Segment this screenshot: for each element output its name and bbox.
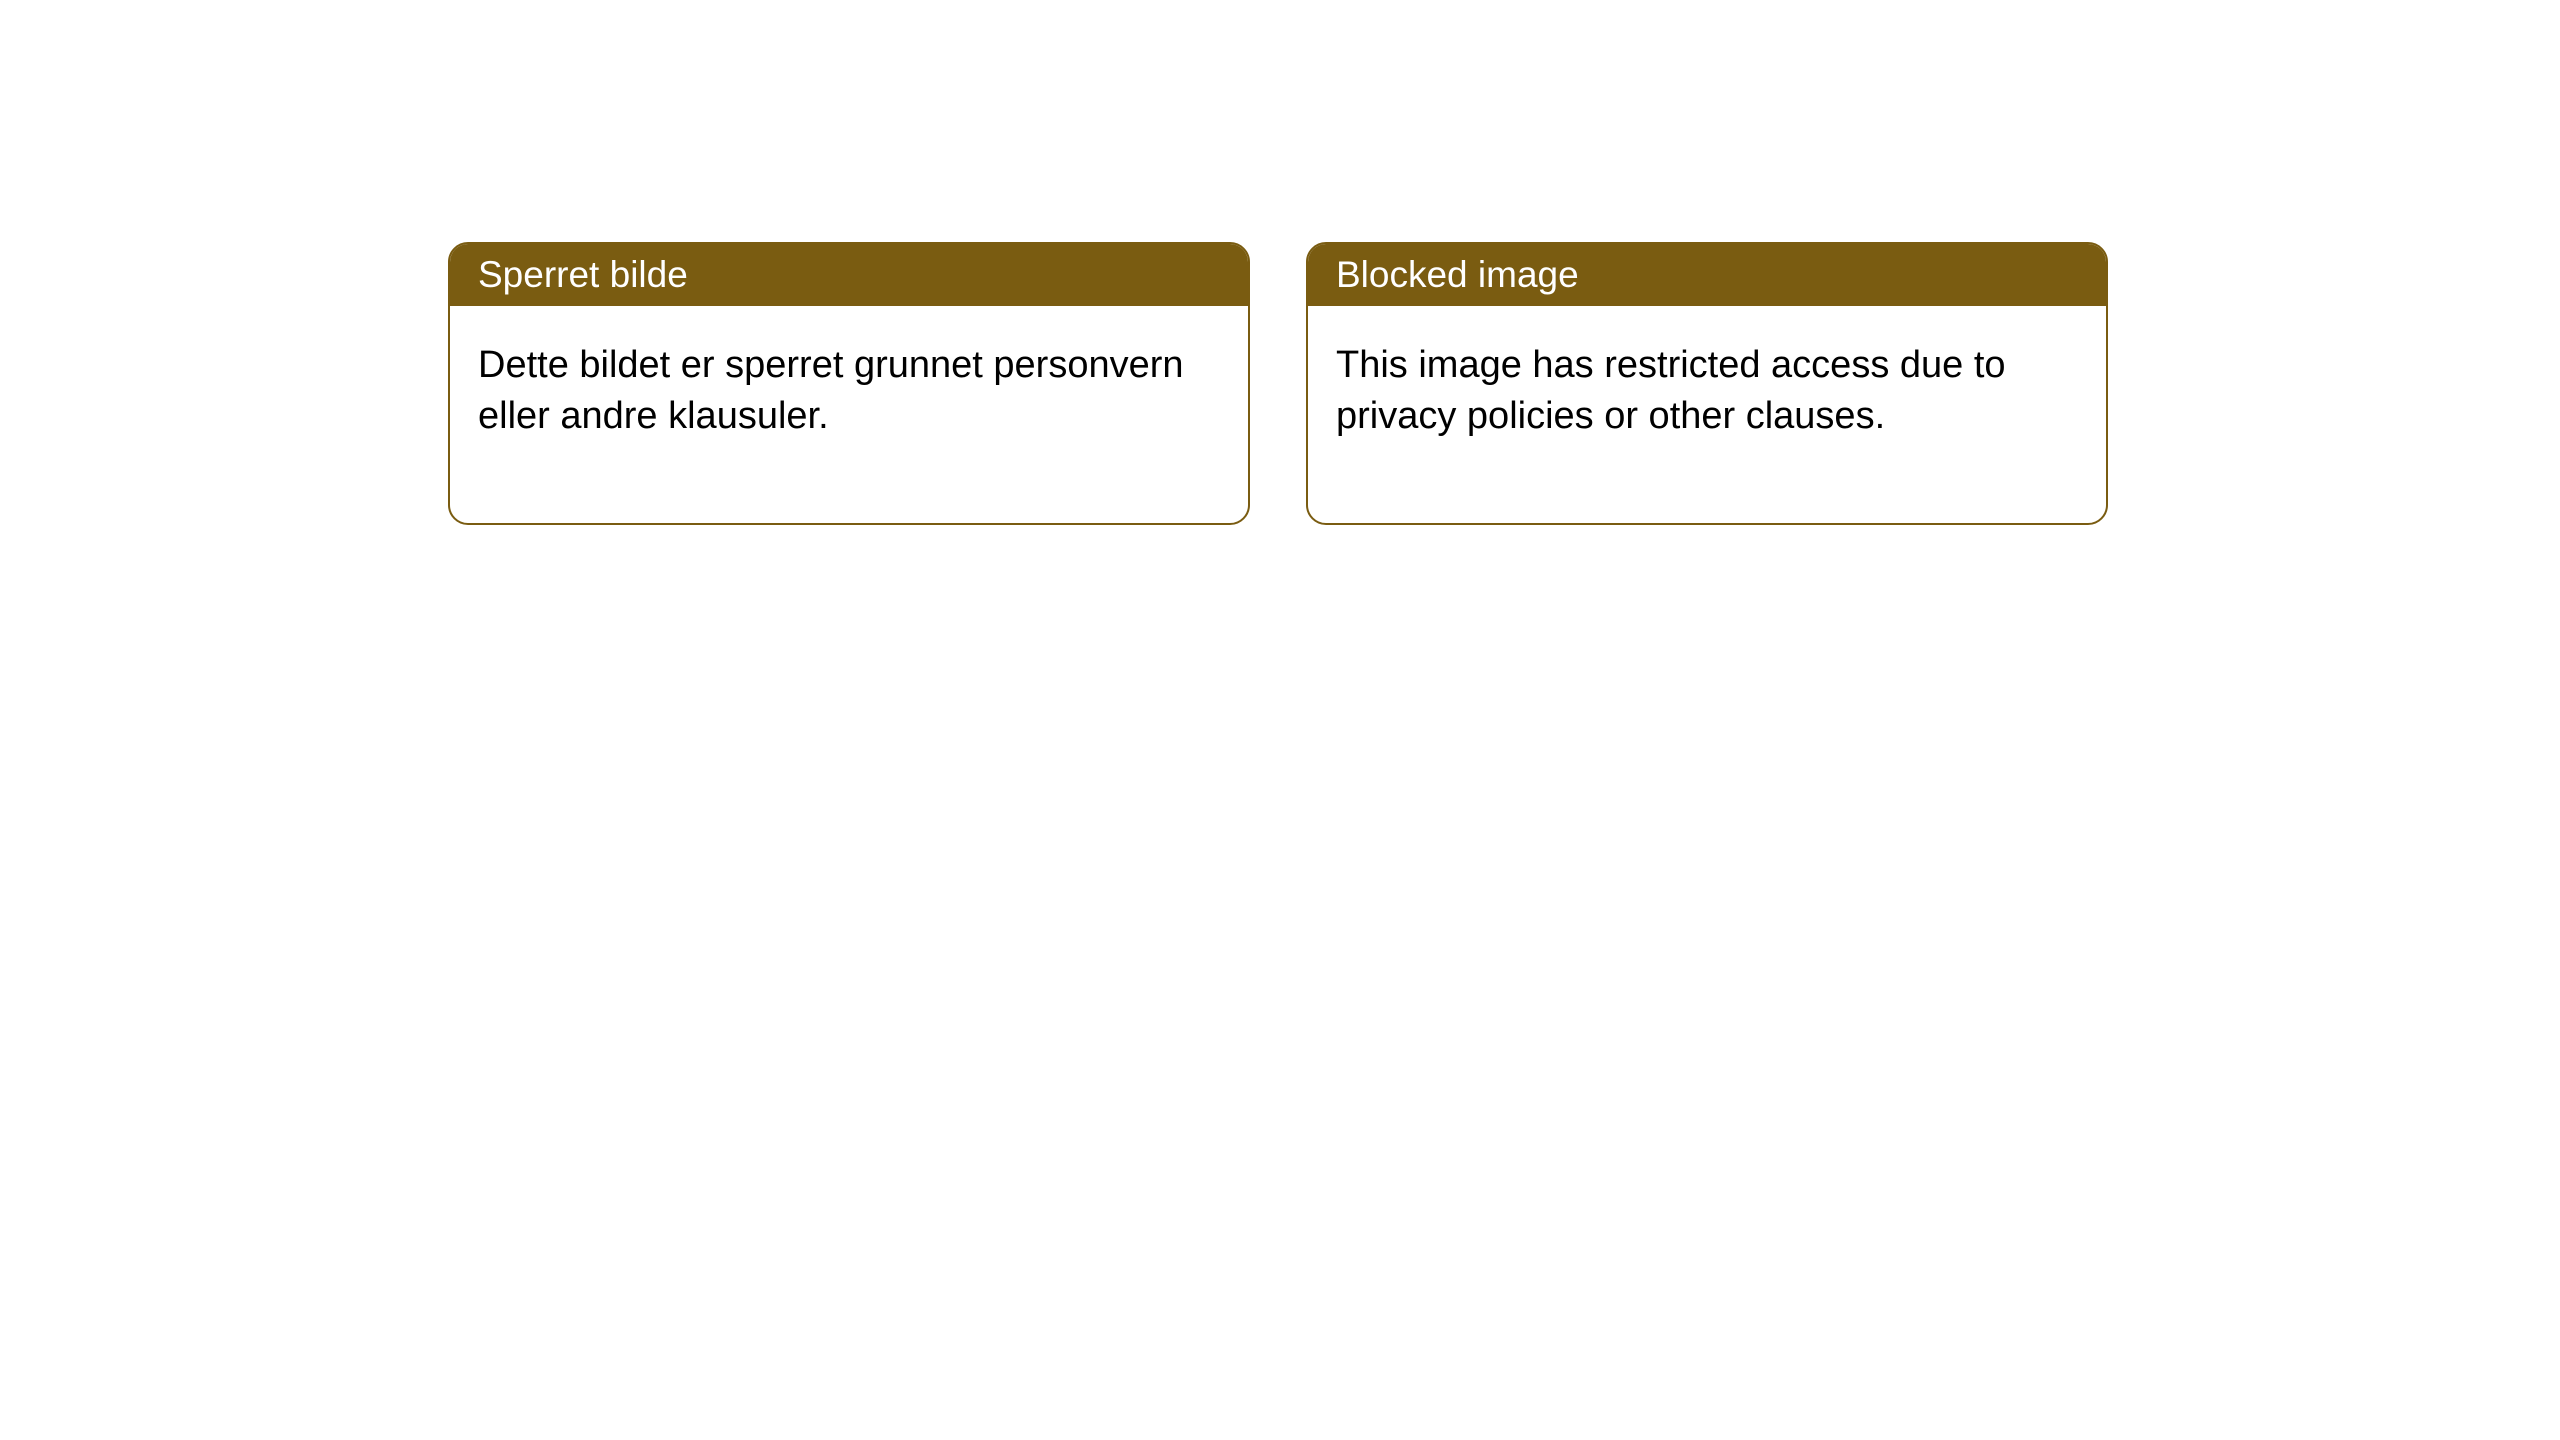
blocked-image-card-en: Blocked image This image has restricted … [1306,242,2108,525]
card-body-no: Dette bildet er sperret grunnet personve… [450,306,1248,523]
card-header-en: Blocked image [1308,244,2106,306]
card-header-no: Sperret bilde [450,244,1248,306]
blocked-image-card-no: Sperret bilde Dette bildet er sperret gr… [448,242,1250,525]
card-body-en: This image has restricted access due to … [1308,306,2106,523]
notice-container: Sperret bilde Dette bildet er sperret gr… [0,0,2560,525]
